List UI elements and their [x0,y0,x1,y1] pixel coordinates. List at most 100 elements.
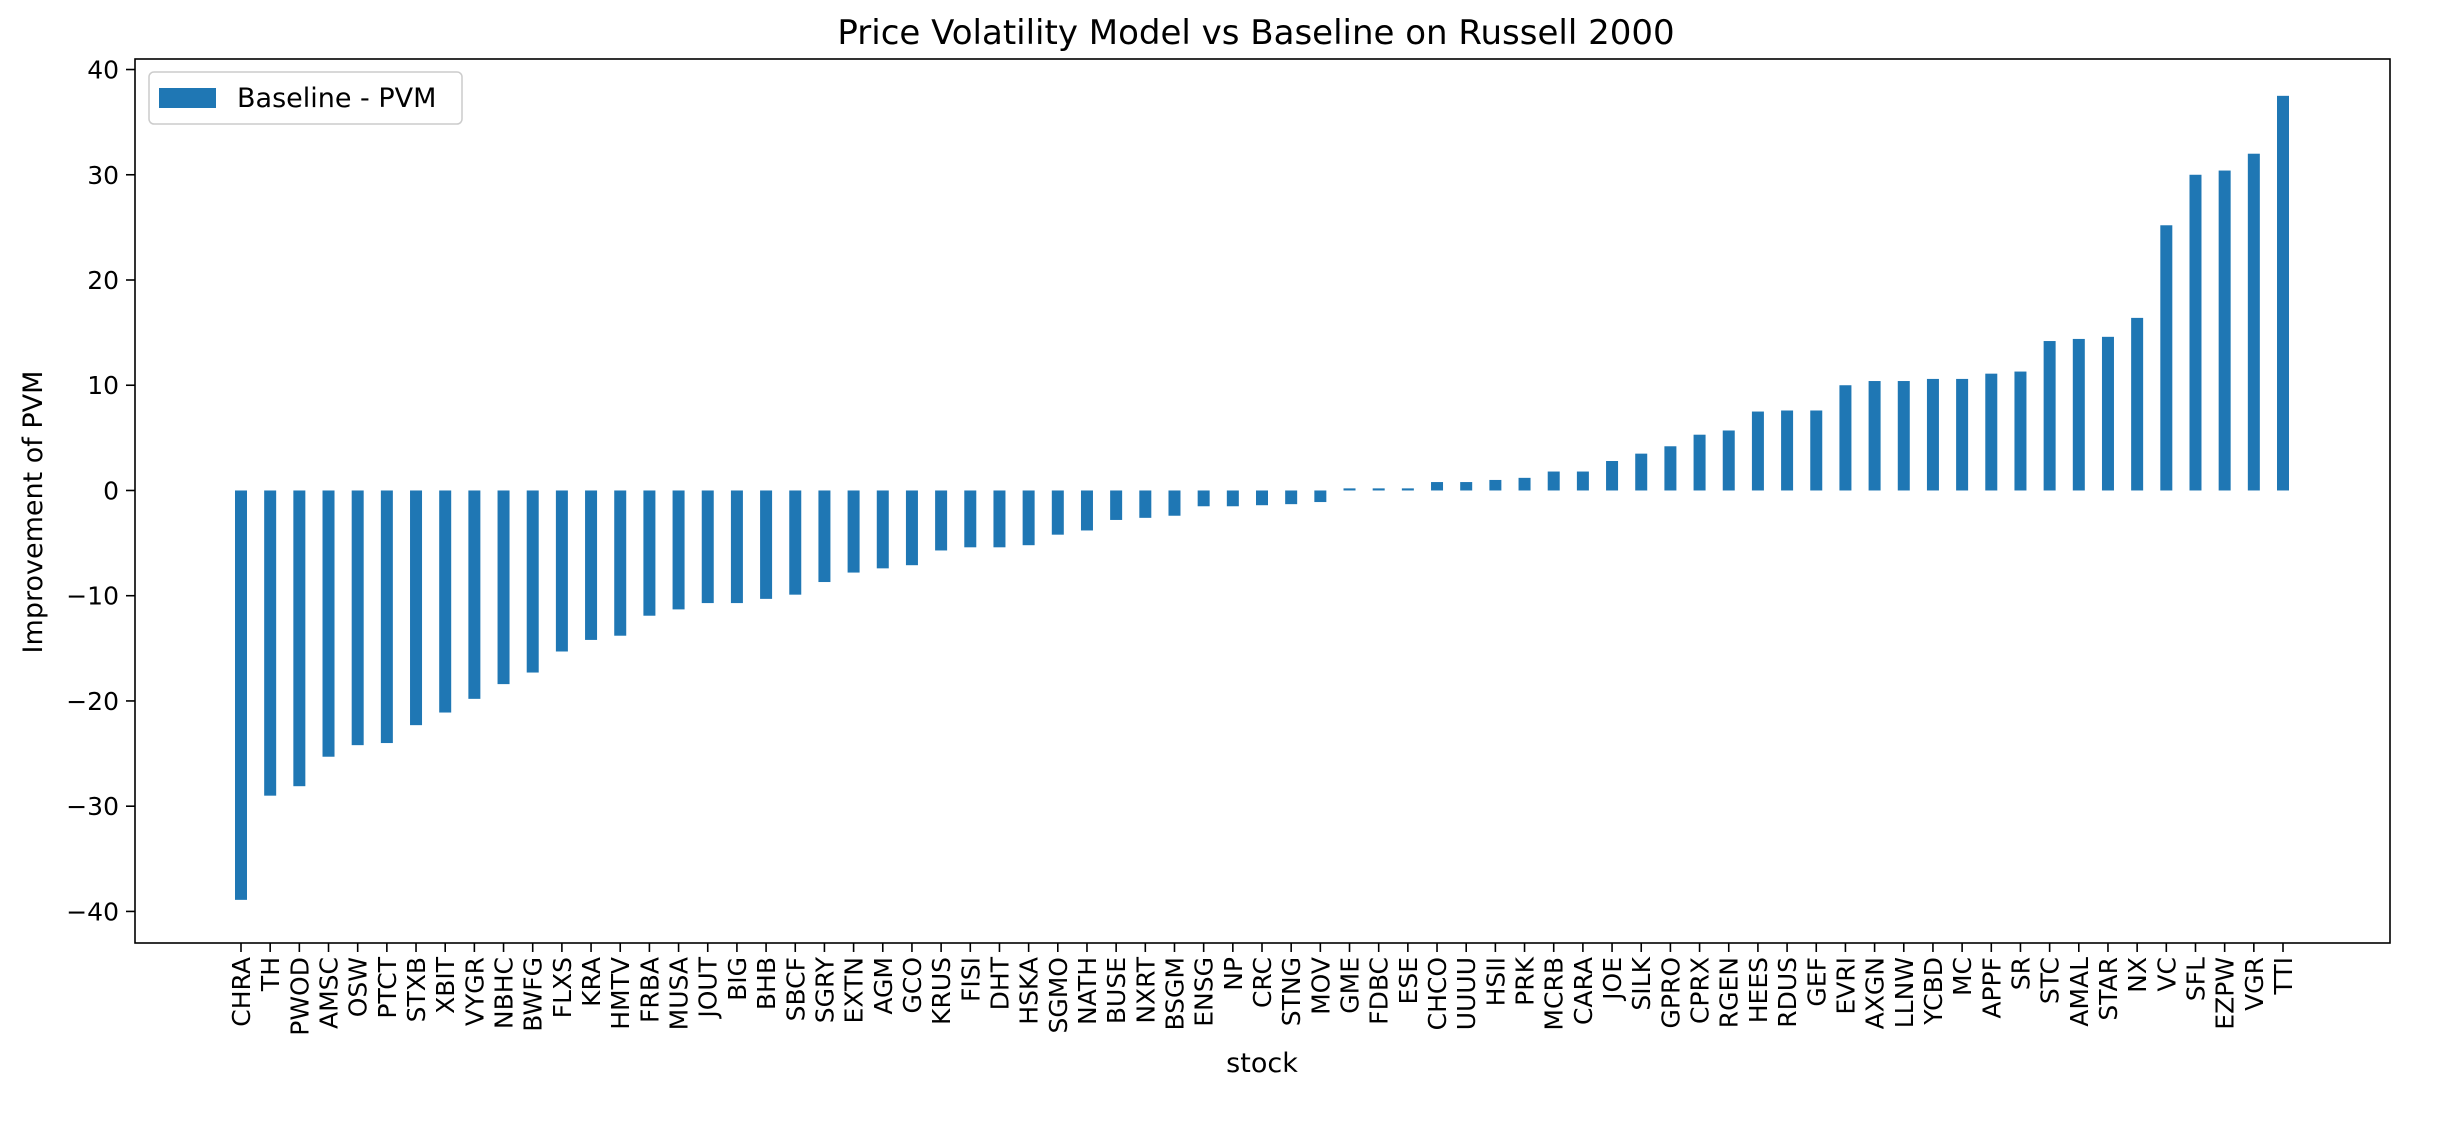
x-tick-label: AMSC [315,957,344,1029]
x-tick-label: SILK [1627,956,1656,1010]
bar-hsii [1489,479,1502,491]
bar-xbit [439,490,452,713]
x-tick-label: PRK [1511,956,1540,1005]
bar-frba [643,490,656,616]
x-tick-label: OSW [344,957,373,1017]
x-tick-label: CRC [1248,957,1277,1008]
x-tick-label: AGM [869,957,898,1015]
x-tick-label: ENSG [1190,957,1219,1027]
bar-mov [1314,490,1327,503]
bar-np [1226,490,1239,507]
y-axis-label: Improvement of PVM [18,371,49,654]
x-tick-label: BIG [723,957,752,1001]
bars-layer [235,95,2289,900]
x-tick-label: TTI [2269,957,2298,995]
x-tick-label: VGR [2240,957,2269,1011]
bar-osw [351,490,364,746]
x-tick-label: ESE [1394,957,1423,1004]
x-tick-label: FLXS [548,957,577,1018]
x-tick-label: NX [2123,957,2152,993]
bar-sgry [818,490,831,583]
x-tick-label: TH [256,957,285,992]
bar-cara [1576,471,1589,491]
bar-nxrt [1139,490,1152,518]
bar-nx [2131,317,2144,491]
x-tick-label: UUUU [1452,957,1481,1030]
bar-axgn [1868,381,1881,491]
bar-llnw [1897,381,1910,491]
bar-fisi [964,490,977,548]
x-tick-label: JOUT [694,956,723,1019]
x-tick-label: AXGN [1861,957,1890,1029]
x-tick-label: KRUS [927,957,956,1025]
bar-chra [235,490,247,900]
legend: Baseline - PVM [148,71,463,125]
bar-kra [585,490,598,640]
bar-gpro [1664,446,1677,491]
bar-tti [2277,95,2289,491]
bar-silk [1635,453,1648,491]
y-tick-label: 0 [103,476,119,505]
x-axis-label: stock [1226,1048,1298,1079]
x-tick-label: SBCF [781,957,810,1021]
x-tick-label: CHCO [1423,957,1452,1030]
x-tick-label: GPRO [1656,957,1685,1029]
bar-nbhc [497,490,510,685]
bar-appf [1985,373,1998,491]
bar-rdus [1781,410,1794,491]
x-tick-label: PTCT [373,956,402,1018]
x-tick-label: XBIT [431,956,460,1014]
x-tick-label: FDBC [1365,957,1394,1025]
bar-hees [1751,411,1764,491]
bar-vgr [2247,153,2260,491]
x-tick-label: CPRX [1686,957,1715,1024]
bar-evri [1839,385,1852,491]
bar-dht [993,490,1006,548]
y-axis-ticks: −40 −30 −20 −10 0 10 20 30 40 [66,56,135,926]
bar-gme [1343,488,1356,491]
x-tick-label: KRA [577,957,606,1007]
x-tick-label: AMAL [2065,957,2094,1027]
bar-nath [1080,490,1093,531]
x-tick-label: NXRT [1131,956,1160,1023]
plot-frame [134,58,2391,944]
x-tick-label: BUSE [1102,957,1131,1024]
bar-musa [672,490,685,610]
x-tick-label: HEES [1744,957,1773,1023]
x-tick-label: RGEN [1715,957,1744,1028]
bar-amal [2072,338,2085,491]
bar-big [730,490,743,604]
bar-bhb [760,490,773,599]
bar-amsc [322,490,335,757]
x-tick-label: BHB [752,957,781,1010]
x-tick-label: STAR [2094,957,2123,1021]
x-tick-label: MCRB [1540,957,1569,1031]
x-tick-label: JOE [1598,957,1627,1002]
x-tick-label: MUSA [665,957,694,1030]
x-tick-label: MC [1948,957,1977,996]
bar-bwfg [526,490,539,673]
x-tick-label: BSGM [1160,957,1189,1031]
x-tick-label: EZPW [2211,957,2240,1030]
x-tick-label: SGRY [810,956,839,1023]
x-tick-label: PWOD [285,957,314,1036]
y-tick-label: −10 [66,582,119,611]
bar-ezpw [2218,170,2231,491]
bar-sbcf [789,490,802,595]
x-tick-label: SGMO [1044,957,1073,1034]
legend-swatch [159,88,216,108]
x-tick-label: RDUS [1773,957,1802,1028]
x-tick-label: FISI [956,957,985,1002]
bar-sgmo [1051,490,1064,535]
bar-prk [1518,477,1531,491]
bar-mcrb [1547,471,1560,491]
bar-stc [2043,341,2056,491]
x-tick-label: VYGR [460,957,489,1026]
bar-vc [2160,225,2173,491]
x-tick-label: EXTN [840,957,869,1023]
x-tick-label: HSKA [1015,957,1044,1025]
bar-gef [1810,410,1823,491]
bar-agm [876,490,889,569]
bar-hmtv [614,490,627,636]
